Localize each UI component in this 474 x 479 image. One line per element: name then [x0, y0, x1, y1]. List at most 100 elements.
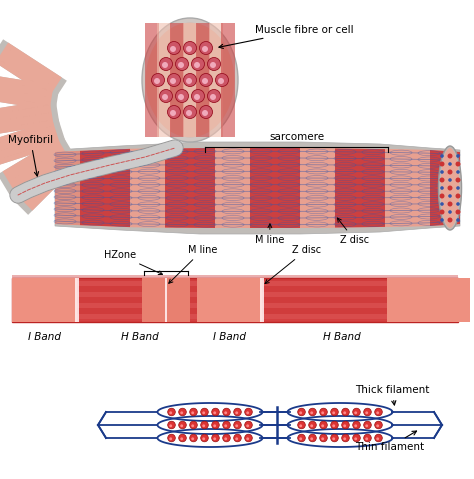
- Circle shape: [331, 408, 338, 416]
- Text: I Band: I Band: [213, 332, 246, 342]
- Text: M line: M line: [255, 224, 284, 245]
- Bar: [142, 278, 190, 322]
- Circle shape: [447, 153, 453, 159]
- Circle shape: [299, 411, 302, 414]
- Circle shape: [183, 105, 197, 118]
- Circle shape: [159, 57, 173, 70]
- Circle shape: [213, 424, 216, 427]
- Polygon shape: [0, 120, 53, 130]
- Bar: [12, 281, 458, 286]
- Circle shape: [375, 421, 383, 429]
- Circle shape: [439, 161, 445, 167]
- Circle shape: [309, 434, 316, 442]
- Polygon shape: [0, 80, 53, 90]
- Polygon shape: [19, 152, 78, 211]
- Circle shape: [212, 408, 219, 416]
- Polygon shape: [30, 163, 75, 208]
- Circle shape: [210, 94, 216, 100]
- Circle shape: [353, 408, 360, 416]
- Polygon shape: [0, 39, 67, 101]
- Circle shape: [439, 194, 445, 198]
- Circle shape: [342, 434, 349, 442]
- Circle shape: [178, 94, 184, 100]
- Circle shape: [331, 421, 338, 429]
- Circle shape: [169, 437, 172, 440]
- Circle shape: [299, 424, 302, 427]
- Circle shape: [448, 210, 452, 214]
- Circle shape: [364, 421, 371, 429]
- Circle shape: [245, 434, 252, 442]
- Circle shape: [200, 73, 212, 87]
- Circle shape: [343, 424, 346, 427]
- Circle shape: [216, 73, 228, 87]
- Circle shape: [191, 90, 204, 103]
- Circle shape: [447, 202, 453, 206]
- Polygon shape: [0, 99, 60, 136]
- Circle shape: [456, 161, 461, 167]
- Polygon shape: [0, 58, 52, 93]
- Circle shape: [456, 178, 461, 182]
- Circle shape: [354, 424, 357, 427]
- Polygon shape: [157, 403, 263, 421]
- Bar: [75, 278, 79, 322]
- Circle shape: [213, 411, 216, 414]
- Ellipse shape: [440, 148, 459, 228]
- Circle shape: [310, 424, 313, 427]
- Polygon shape: [130, 148, 165, 228]
- Circle shape: [201, 421, 208, 429]
- Circle shape: [180, 437, 183, 440]
- Polygon shape: [0, 75, 54, 110]
- Circle shape: [448, 162, 452, 166]
- Polygon shape: [55, 142, 460, 234]
- Circle shape: [208, 57, 220, 70]
- Circle shape: [224, 424, 227, 427]
- Bar: [12, 303, 458, 308]
- Circle shape: [191, 424, 194, 427]
- Circle shape: [168, 408, 175, 416]
- Polygon shape: [288, 403, 392, 421]
- Circle shape: [376, 411, 379, 414]
- Bar: [12, 314, 458, 319]
- Circle shape: [321, 411, 324, 414]
- Circle shape: [224, 437, 227, 440]
- Circle shape: [298, 434, 305, 442]
- Polygon shape: [0, 74, 60, 111]
- Bar: [196, 23, 210, 137]
- Polygon shape: [0, 88, 52, 98]
- Circle shape: [332, 411, 335, 414]
- Circle shape: [202, 46, 208, 52]
- Circle shape: [223, 421, 230, 429]
- Circle shape: [169, 424, 172, 427]
- Polygon shape: [2, 53, 55, 88]
- Circle shape: [234, 421, 241, 429]
- Circle shape: [246, 424, 249, 427]
- Circle shape: [191, 411, 194, 414]
- Circle shape: [210, 62, 216, 68]
- Circle shape: [202, 78, 208, 84]
- Circle shape: [170, 46, 176, 52]
- Polygon shape: [157, 416, 263, 434]
- Polygon shape: [9, 148, 64, 182]
- Polygon shape: [0, 118, 66, 167]
- Bar: [12, 278, 458, 322]
- Bar: [221, 23, 236, 137]
- Polygon shape: [250, 148, 300, 228]
- Circle shape: [218, 78, 224, 84]
- Circle shape: [448, 178, 452, 182]
- Bar: [387, 278, 470, 322]
- Circle shape: [178, 62, 184, 68]
- Circle shape: [332, 424, 335, 427]
- Circle shape: [235, 424, 238, 427]
- Polygon shape: [6, 46, 59, 81]
- Text: H Band: H Band: [323, 332, 361, 342]
- Circle shape: [456, 170, 460, 174]
- Circle shape: [447, 217, 453, 223]
- Circle shape: [169, 411, 172, 414]
- Bar: [260, 278, 264, 322]
- Circle shape: [342, 421, 349, 429]
- Circle shape: [159, 90, 173, 103]
- Polygon shape: [430, 150, 460, 226]
- Bar: [12, 286, 458, 292]
- Circle shape: [201, 408, 208, 416]
- Circle shape: [456, 186, 460, 190]
